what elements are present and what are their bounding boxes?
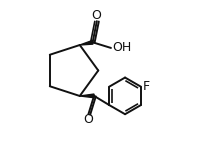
Text: O: O	[91, 9, 101, 22]
Polygon shape	[79, 40, 93, 45]
Polygon shape	[79, 94, 94, 98]
Text: OH: OH	[112, 41, 131, 54]
Text: F: F	[142, 80, 149, 93]
Text: O: O	[82, 113, 92, 126]
